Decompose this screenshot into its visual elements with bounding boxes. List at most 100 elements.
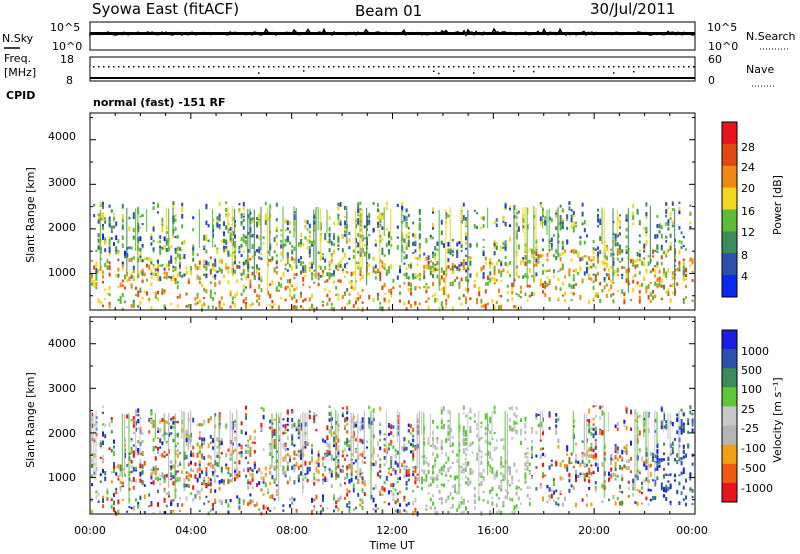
echo-cell [645, 268, 648, 272]
echo-cell [621, 266, 624, 269]
echo-cell [363, 480, 366, 483]
echo-cell [240, 253, 243, 258]
echo-cell [359, 425, 362, 429]
echo-cell [445, 438, 448, 444]
echo-cell [575, 221, 577, 224]
echo-cell [676, 282, 679, 286]
nave-dot [243, 66, 245, 68]
echo-cell [297, 477, 300, 480]
echo-cell [97, 213, 100, 217]
echo-cell [300, 243, 302, 248]
nave-dot [213, 66, 215, 68]
echo-cell [273, 268, 276, 273]
echo-cell [157, 241, 159, 244]
echo-cell [190, 270, 192, 276]
echo-cell [388, 289, 390, 293]
echo-cell [517, 246, 520, 250]
echo-cell [641, 456, 643, 462]
echo-cell [337, 268, 340, 271]
echo-cell [511, 297, 514, 301]
echo-cell [102, 280, 104, 284]
echo-cell [414, 276, 417, 280]
echo-cell [357, 480, 360, 484]
echo-cell [174, 247, 177, 251]
echo-cell [458, 504, 461, 509]
echo-cell [308, 461, 311, 465]
echo-cell [385, 242, 388, 248]
nave-dot [513, 66, 515, 68]
echo-cell [297, 474, 300, 478]
echo-cell [421, 455, 423, 459]
echo-cell [394, 453, 397, 457]
echo-cell [377, 221, 379, 226]
echo-cell [286, 412, 289, 416]
echo-cell [346, 405, 349, 411]
echo-streak [674, 208, 676, 294]
echo-cell [410, 304, 412, 308]
echo-cell [682, 276, 685, 282]
echo-cell [465, 254, 467, 257]
echo-streak [306, 412, 308, 444]
echo-cell [172, 499, 175, 502]
echo-cell [104, 240, 107, 245]
echo-cell [597, 255, 599, 259]
echo-cell [245, 240, 247, 245]
echo-cell [183, 483, 186, 489]
echo-cell [337, 206, 340, 211]
nave-dot [658, 66, 660, 68]
echo-cell [682, 444, 685, 448]
echo-cell [280, 296, 283, 300]
echo-cell [319, 504, 322, 508]
echo-cell [528, 470, 531, 473]
echo-cell [284, 459, 287, 462]
noise-right-label: N.Search [746, 30, 796, 43]
echo-cell [157, 297, 159, 302]
echo-cell [236, 475, 239, 480]
echo-cell [256, 234, 258, 239]
echo-cell [159, 235, 162, 239]
echo-cell [691, 422, 694, 427]
echo-cell [469, 425, 472, 431]
echo-cell [405, 245, 408, 251]
echo-cell [498, 509, 500, 515]
echo-cell [665, 484, 668, 489]
echo-cell [91, 509, 93, 514]
echo-cell [636, 488, 639, 492]
echo-cell [570, 291, 573, 295]
echo-cell [443, 424, 445, 427]
echo-cell [425, 504, 428, 508]
echo-cell [223, 231, 225, 236]
echo-streak [234, 208, 236, 235]
echo-cell [636, 208, 639, 212]
nave-dot [663, 66, 665, 68]
echo-cell [689, 257, 692, 262]
echo-cell [159, 446, 162, 449]
echo-cell [113, 213, 115, 216]
echo-cell [152, 250, 155, 253]
echo-cell [357, 242, 360, 248]
echo-cell [225, 239, 228, 244]
echo-cell [269, 426, 272, 430]
noise-left-tick-top: 10^5 [50, 21, 80, 34]
echo-cell [335, 500, 338, 505]
echo-cell [447, 258, 450, 262]
echo-cell [361, 453, 364, 458]
echo-cell [242, 288, 245, 293]
echo-cell [262, 407, 265, 412]
echo-cell [500, 487, 503, 492]
echo-cell [115, 249, 118, 255]
echo-cell [251, 255, 254, 259]
echo-cell [240, 421, 243, 426]
echo-cell [357, 223, 360, 226]
echo-cell [207, 462, 210, 466]
echo-cell [93, 283, 96, 288]
echo-streak [137, 208, 139, 279]
velocity-scatter-cells [91, 405, 694, 517]
echo-cell [99, 473, 102, 477]
echo-cell [561, 502, 564, 507]
echo-cell [469, 468, 472, 472]
echo-cell [407, 440, 410, 444]
echo-cell [579, 472, 582, 476]
echo-cell [311, 500, 313, 503]
echo-cell [656, 261, 659, 265]
